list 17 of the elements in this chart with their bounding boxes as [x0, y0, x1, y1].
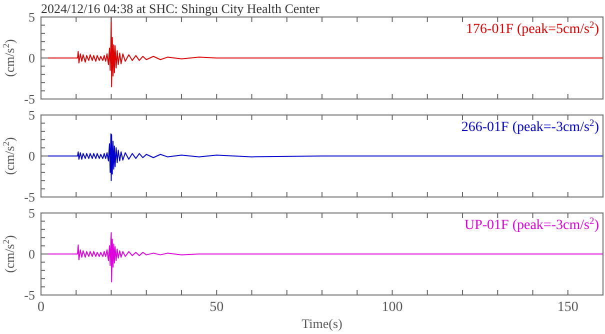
y-tick-label: 0: [28, 50, 35, 66]
chart-title: 2024/12/16 04:38 at SHC: Shingu City Health Center: [41, 1, 320, 16]
y-tick-label: -5: [24, 288, 35, 303]
y-tick-label: 5: [28, 108, 35, 123]
series-label: UP-01F (peak=-3cm/s$^{2}$): [464, 216, 600, 233]
x-tick-label: 100: [382, 300, 403, 315]
y-tick-label: -5: [24, 92, 35, 107]
y-tick-label: 0: [28, 246, 35, 262]
y-tick-label: -5: [24, 190, 35, 205]
x-axis-title: Time(s): [302, 316, 342, 331]
y-tick-label: 0: [28, 148, 35, 164]
x-tick-label: 50: [210, 300, 224, 315]
y-tick-label: 5: [28, 206, 35, 221]
y-tick-label: 5: [28, 10, 35, 25]
x-tick-label: 150: [557, 300, 578, 315]
series-label: 176-01F (peak=5cm/s$^{2}$): [466, 20, 600, 37]
series-label: 266-01F (peak=-3cm/s$^{2}$): [461, 118, 600, 135]
